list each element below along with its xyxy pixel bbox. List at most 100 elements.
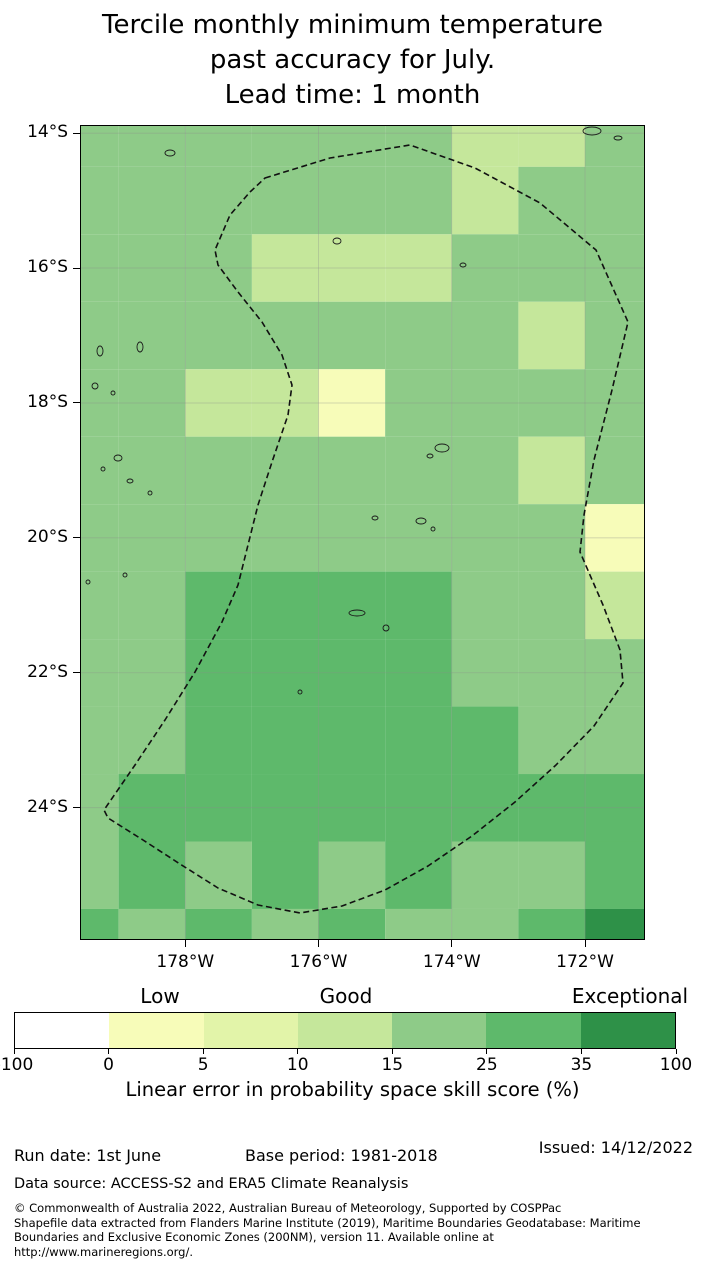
colorbar-tick-label: 10 xyxy=(286,1055,309,1075)
grid-cell xyxy=(118,908,186,940)
issued-date-text: Issued: 14/12/2022 xyxy=(538,1138,693,1157)
chart-title-line-1: Tercile monthly minimum temperature xyxy=(102,10,603,40)
grid-cell xyxy=(318,571,386,640)
grid-cell xyxy=(80,908,119,940)
lat-tick-label: 24°S xyxy=(27,796,68,817)
map-border xyxy=(80,125,645,940)
island-outline xyxy=(371,515,379,521)
island-outline xyxy=(434,443,450,453)
colorbar-tick-label: 0 xyxy=(103,1055,114,1075)
colorbar-caption: Linear error in probability space skill … xyxy=(125,1078,580,1101)
grid-cell xyxy=(251,301,319,370)
grid-cell xyxy=(385,436,452,505)
grid-cell xyxy=(585,774,645,842)
grid-cell xyxy=(518,774,586,842)
grid-cell xyxy=(585,908,645,940)
island-outline xyxy=(85,579,91,585)
grid-cell xyxy=(385,369,452,437)
run-date-text: Run date: 1st June xyxy=(14,1146,162,1165)
grid-cell xyxy=(318,301,386,370)
copyright-block: © Commonwealth of Australia 2022, Austra… xyxy=(14,1201,641,1259)
colorbar xyxy=(14,1012,676,1049)
chart-title-line-2: past accuracy for July. xyxy=(209,45,496,75)
grid-cell xyxy=(385,706,452,775)
grid-cell xyxy=(185,436,252,505)
island-outline xyxy=(348,609,366,617)
grid-cell xyxy=(251,841,319,909)
grid-cell xyxy=(251,571,319,640)
colorbar-tick-mark xyxy=(486,1049,488,1054)
grid-cell xyxy=(118,639,186,707)
grid-cell xyxy=(80,436,119,505)
grid-cell xyxy=(585,234,645,302)
legend-label-good: Good xyxy=(319,984,373,1008)
grid-cell xyxy=(318,504,386,572)
grid-cell xyxy=(385,125,452,167)
island-outline xyxy=(613,135,623,141)
island-outline xyxy=(96,345,104,357)
island-outline xyxy=(100,466,106,472)
grid-cell xyxy=(185,301,252,370)
grid-cell xyxy=(518,571,586,640)
lat-tick-label: 18°S xyxy=(27,391,68,412)
lat-tick-label: 22°S xyxy=(27,661,68,682)
island-outline xyxy=(113,454,123,462)
island-outline xyxy=(297,689,303,695)
grid-cell xyxy=(251,908,319,940)
grid-cell xyxy=(585,639,645,707)
colorbar-tick-mark xyxy=(202,1049,204,1054)
grid-cell xyxy=(80,166,119,235)
colorbar-tick-mark xyxy=(675,1049,677,1054)
grid-cell xyxy=(451,234,519,302)
island-outline xyxy=(122,572,128,578)
grid-cell xyxy=(451,639,519,707)
colorbar-segment xyxy=(109,1013,204,1048)
island-outline xyxy=(582,126,602,136)
colorbar-tick-mark xyxy=(108,1049,110,1054)
lat-tick-mark xyxy=(73,267,80,269)
grid-cell xyxy=(585,166,645,235)
grid-cell xyxy=(318,706,386,775)
grid-cell xyxy=(451,125,519,167)
grid-cell xyxy=(118,571,186,640)
lon-tick-mark xyxy=(184,940,186,947)
island-outline xyxy=(332,237,342,245)
island-outline xyxy=(426,453,434,459)
grid-cell xyxy=(80,369,119,437)
grid-cell xyxy=(451,908,519,940)
grid-cell xyxy=(251,436,319,505)
colorbar-segment xyxy=(203,1013,298,1048)
base-period-text: Base period: 1981-2018 xyxy=(245,1146,438,1165)
grid-cell xyxy=(80,774,119,842)
grid-cell xyxy=(185,908,252,940)
grid-cell xyxy=(118,166,186,235)
grid-cell xyxy=(118,841,186,909)
grid-cell xyxy=(585,125,645,167)
grid-cell xyxy=(185,234,252,302)
grid-cell xyxy=(318,166,386,235)
grid-cell xyxy=(118,301,186,370)
grid-cell xyxy=(385,639,452,707)
colorbar-segment xyxy=(580,1013,675,1048)
grid-cell xyxy=(118,369,186,437)
chart-title-line-3: Lead time: 1 month xyxy=(224,80,481,110)
colorbar-tick-mark xyxy=(13,1049,15,1054)
grid-cell xyxy=(451,369,519,437)
lat-tick-label: 14°S xyxy=(27,122,68,143)
island-outline xyxy=(110,390,116,396)
grid-cell xyxy=(451,301,519,370)
grid-cell xyxy=(518,369,586,437)
grid-cell xyxy=(385,841,452,909)
colorbar-segment xyxy=(297,1013,393,1048)
grid-cell xyxy=(185,369,252,437)
lat-tick-mark xyxy=(73,132,80,134)
colorbar-tick-mark xyxy=(391,1049,393,1054)
lon-tick-mark xyxy=(318,940,320,947)
island-outline xyxy=(164,149,176,157)
lon-tick-mark xyxy=(584,940,586,947)
grid-cell xyxy=(451,706,519,775)
copyright-line-2: Shapefile data extracted from Flanders M… xyxy=(14,1215,641,1230)
island-outline xyxy=(430,526,436,532)
lon-tick-mark xyxy=(451,940,453,947)
